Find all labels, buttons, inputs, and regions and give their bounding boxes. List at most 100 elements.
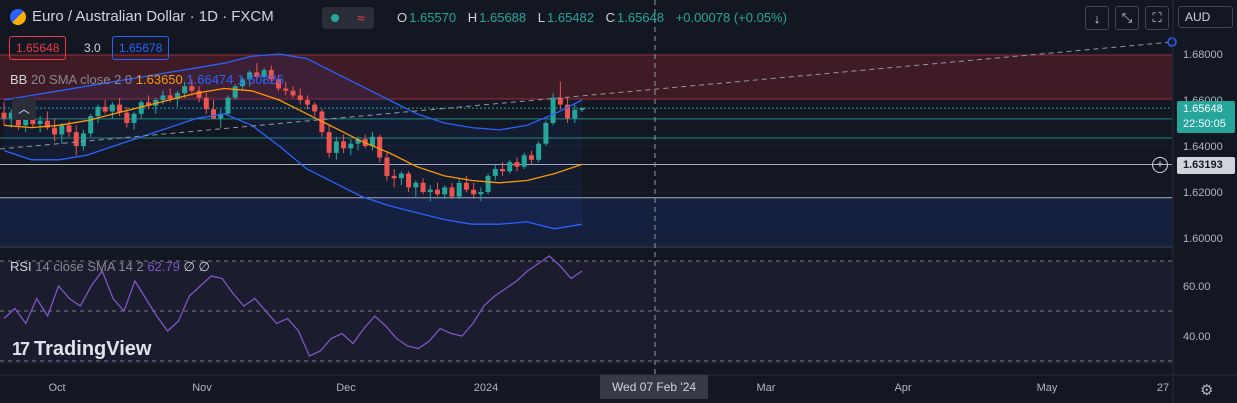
time-tick-label: Mar xyxy=(756,382,776,394)
zone-1 xyxy=(0,197,1172,249)
candle-body xyxy=(66,125,72,133)
arrow-down-icon: ↓ xyxy=(1093,10,1101,26)
candle-body xyxy=(369,136,375,146)
wave-icon: ≈ xyxy=(357,10,365,26)
candle-body xyxy=(182,86,188,94)
buy-button[interactable]: 1.65678 xyxy=(112,36,170,60)
bb-name: BB xyxy=(10,72,28,87)
time-tick-label: 2024 xyxy=(473,382,499,394)
rsi-bands-value: ∅ xyxy=(198,259,210,274)
candle-body xyxy=(456,182,462,197)
market-status[interactable]: ≈ xyxy=(322,7,374,29)
open-value: 1.65570 xyxy=(409,10,457,25)
candle-body xyxy=(427,189,433,192)
candle-body xyxy=(218,113,224,119)
bb-lower-line xyxy=(3,113,583,230)
ohlc-readout: O 1.65570 H 1.65688 L 1.65482 C 1.65648 +0.0… xyxy=(397,10,795,25)
settings-gear-icon[interactable]: ⚙ xyxy=(1200,382,1214,399)
candle-body xyxy=(384,157,390,176)
collapse-icon: ⤡ xyxy=(1121,10,1133,25)
candle-body xyxy=(211,109,217,119)
candle-body xyxy=(543,123,549,144)
bb-params: 20 SMA close 2 0 xyxy=(30,72,133,87)
time-tick-label: Oct xyxy=(48,382,66,394)
candle-body xyxy=(463,182,469,190)
change-value: +0.00078 (+0.05%) xyxy=(675,10,787,25)
last-price-label: 1.65648 22:50:05 xyxy=(1177,101,1235,133)
price-zones xyxy=(0,55,1172,249)
candle-body xyxy=(391,175,397,179)
open-key: O xyxy=(397,10,408,25)
candle-body xyxy=(254,72,260,77)
chevron-up-icon: ︿ xyxy=(17,102,30,116)
add-alert-plus-icon[interactable]: + xyxy=(1152,157,1168,173)
candle-body xyxy=(167,95,173,99)
currency-select[interactable]: AUD xyxy=(1178,6,1233,28)
rsi-line xyxy=(3,255,583,357)
sell-button[interactable]: 1.65648 xyxy=(9,36,67,60)
last-price-value: 1.65648 xyxy=(1183,103,1223,115)
horizontal-line-price-label[interactable]: 1.63193 xyxy=(1177,157,1235,174)
candle-body xyxy=(536,143,542,160)
candle-body xyxy=(174,93,180,99)
rsi-legend[interactable]: RSI 14 close SMA 14 2 62.79 ∅ ∅ xyxy=(10,259,210,275)
bb-legend[interactable]: BB 20 SMA close 2 0 1.63650 1.66474 1.60… xyxy=(10,72,284,87)
candle-body xyxy=(514,162,520,167)
scroll-down-button[interactable]: ↓ xyxy=(1085,6,1109,30)
candle-body xyxy=(304,100,310,105)
rsi-band xyxy=(0,261,1172,364)
candle-body xyxy=(471,189,477,195)
time-tick-label: 27 xyxy=(1156,382,1170,394)
candle-body xyxy=(124,112,130,123)
bb-upper-value: 1.66474 xyxy=(186,72,234,87)
fullscreen-button[interactable]: ⛶ xyxy=(1145,6,1169,30)
crosshair-date-label: Wed 07 Feb '24 xyxy=(600,375,708,399)
candle-body xyxy=(44,120,50,128)
candle-body xyxy=(146,102,151,106)
tradingview-logo: 17 TradingView xyxy=(12,338,151,361)
candle-body xyxy=(52,127,58,135)
candle-body xyxy=(528,155,534,160)
price-tick-label: 1.60000 xyxy=(1183,233,1223,245)
candle-body xyxy=(377,136,383,158)
close-value: 1.65648 xyxy=(617,10,665,25)
rsi-params: 14 close SMA 14 2 xyxy=(35,259,144,274)
candle-body xyxy=(485,175,491,192)
time-tick-label: Dec xyxy=(336,382,356,394)
high-key: H xyxy=(467,10,478,25)
candle-body xyxy=(341,141,347,149)
time-tick-label: May xyxy=(1036,382,1058,394)
collapse-pane-button[interactable]: ⤡ xyxy=(1115,6,1139,30)
candle-body xyxy=(478,192,484,195)
candle-body xyxy=(355,139,361,144)
bb-basis-value: 1.63650 xyxy=(135,72,183,87)
candle-body xyxy=(80,133,86,146)
symbol-title[interactable]: Euro / Australian Dollar · 1D · FXCM xyxy=(10,8,274,25)
time-tick-label: Nov xyxy=(192,382,212,394)
candle-body xyxy=(507,162,513,172)
low-key: L xyxy=(537,10,545,25)
candle-body xyxy=(88,116,94,134)
collapse-legend-button[interactable]: ︿ xyxy=(12,98,36,120)
rsi-levels xyxy=(0,260,1172,362)
low-value: 1.65482 xyxy=(547,10,594,25)
rsi-tick-label: 60.00 xyxy=(1183,281,1211,293)
candle-body xyxy=(297,95,303,100)
fullscreen-icon: ⛶ xyxy=(1152,10,1162,25)
candle-body xyxy=(225,97,231,114)
trend-line[interactable] xyxy=(0,41,1173,150)
tv-mark-icon: 17 xyxy=(12,339,30,359)
zone-0 xyxy=(0,55,1172,99)
candle-body xyxy=(521,155,527,167)
spread-value: 3.0 xyxy=(84,41,101,55)
trend-line-handle[interactable] xyxy=(1167,37,1177,47)
price-tick-label: 1.64000 xyxy=(1183,141,1223,153)
candle-body xyxy=(37,120,43,125)
candle-body xyxy=(189,86,195,91)
candle-body xyxy=(420,182,426,192)
candle-body xyxy=(102,106,108,112)
candle-body xyxy=(59,125,65,135)
candle-body xyxy=(565,104,571,119)
